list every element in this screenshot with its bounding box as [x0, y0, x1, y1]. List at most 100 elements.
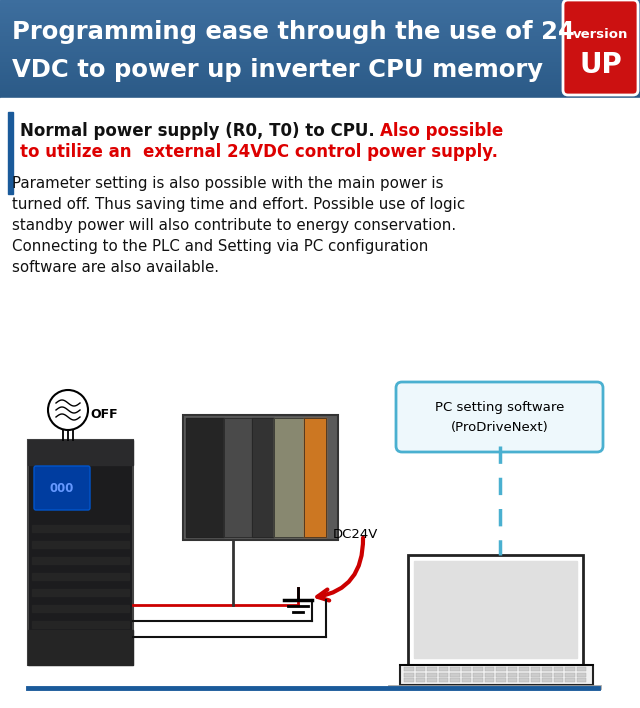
Bar: [0, 98, 640, 708]
FancyBboxPatch shape: [396, 382, 603, 452]
Text: Parameter setting is also possible with the main power is: Parameter setting is also possible with …: [12, 176, 444, 191]
FancyArrowPatch shape: [317, 538, 363, 600]
Bar: [531, 667, 540, 671]
Bar: [496, 673, 506, 677]
Bar: [0, 25, 640, 28]
Bar: [0, 49, 640, 51]
Bar: [0, 2, 640, 4]
Bar: [274, 418, 304, 537]
Bar: [415, 678, 425, 682]
Text: VDC to power up inverter CPU memory: VDC to power up inverter CPU memory: [12, 58, 543, 82]
Bar: [0, 6, 640, 8]
Bar: [450, 678, 460, 682]
Bar: [554, 667, 563, 671]
Bar: [415, 667, 425, 671]
Text: Also possible: Also possible: [381, 122, 504, 140]
Bar: [0, 0, 640, 2]
Bar: [0, 86, 640, 88]
Bar: [0, 57, 640, 59]
Bar: [0, 16, 640, 18]
Bar: [32, 541, 129, 548]
Bar: [32, 573, 129, 580]
Bar: [0, 30, 640, 31]
Bar: [0, 92, 640, 94]
Text: (ProDriveNext): (ProDriveNext): [451, 421, 548, 435]
Bar: [554, 678, 563, 682]
Bar: [0, 72, 640, 74]
Bar: [28, 440, 133, 465]
Bar: [519, 673, 529, 677]
Bar: [274, 418, 304, 537]
Bar: [0, 63, 640, 64]
Bar: [565, 678, 575, 682]
Bar: [565, 667, 575, 671]
Bar: [427, 673, 436, 677]
Text: 000: 000: [50, 481, 74, 494]
Bar: [0, 74, 640, 76]
Bar: [461, 678, 471, 682]
Bar: [252, 418, 274, 537]
Bar: [519, 667, 529, 671]
Text: Programming ease through the use of 24: Programming ease through the use of 24: [12, 20, 575, 44]
Bar: [0, 43, 640, 45]
Bar: [427, 678, 436, 682]
Text: version: version: [573, 28, 628, 42]
Bar: [542, 667, 552, 671]
Bar: [0, 28, 640, 30]
Bar: [542, 678, 552, 682]
Bar: [531, 673, 540, 677]
Bar: [577, 673, 586, 677]
Bar: [438, 667, 448, 671]
Bar: [0, 33, 640, 35]
Bar: [461, 667, 471, 671]
Bar: [32, 557, 129, 564]
Bar: [0, 67, 640, 69]
Bar: [0, 45, 640, 47]
Bar: [450, 673, 460, 677]
Bar: [438, 678, 448, 682]
Bar: [0, 18, 640, 20]
Bar: [0, 23, 640, 25]
Bar: [415, 673, 425, 677]
Bar: [473, 667, 483, 671]
Bar: [0, 12, 640, 13]
Text: UP: UP: [579, 51, 622, 79]
Bar: [388, 685, 601, 689]
Bar: [0, 39, 640, 41]
Bar: [0, 71, 640, 72]
FancyBboxPatch shape: [28, 440, 133, 665]
Bar: [0, 13, 640, 16]
Bar: [404, 678, 413, 682]
Bar: [0, 79, 640, 81]
Text: turned off. Thus saving time and effort. Possible use of logic: turned off. Thus saving time and effort.…: [12, 197, 465, 212]
Bar: [0, 20, 640, 21]
Bar: [0, 21, 640, 23]
Bar: [473, 678, 483, 682]
Bar: [0, 10, 640, 12]
Bar: [224, 418, 252, 537]
Bar: [565, 673, 575, 677]
Bar: [414, 561, 577, 658]
Bar: [252, 418, 274, 537]
Bar: [0, 51, 640, 53]
Bar: [427, 667, 436, 671]
Bar: [32, 589, 129, 596]
Text: standby power will also contribute to energy conservation.: standby power will also contribute to en…: [12, 218, 456, 233]
Bar: [186, 418, 224, 537]
Bar: [0, 41, 640, 43]
Text: PC setting software: PC setting software: [435, 401, 564, 414]
Bar: [496, 678, 506, 682]
FancyBboxPatch shape: [400, 665, 593, 685]
FancyBboxPatch shape: [183, 415, 338, 540]
Bar: [304, 418, 326, 537]
Bar: [32, 621, 129, 628]
Bar: [519, 678, 529, 682]
Bar: [8, 112, 13, 194]
Bar: [0, 47, 640, 49]
Bar: [0, 61, 640, 63]
Bar: [0, 84, 640, 86]
Bar: [508, 673, 517, 677]
Bar: [461, 673, 471, 677]
Bar: [577, 678, 586, 682]
Bar: [484, 673, 494, 677]
